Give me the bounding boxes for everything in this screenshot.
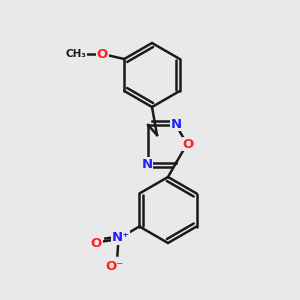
Text: CH₃: CH₃ [65, 49, 86, 59]
Text: O: O [182, 137, 194, 151]
Text: N: N [141, 158, 153, 170]
Text: N⁺: N⁺ [111, 231, 129, 244]
Text: N: N [170, 118, 182, 130]
Text: O: O [91, 237, 102, 250]
Text: O⁻: O⁻ [105, 260, 124, 273]
Text: O: O [97, 47, 108, 61]
